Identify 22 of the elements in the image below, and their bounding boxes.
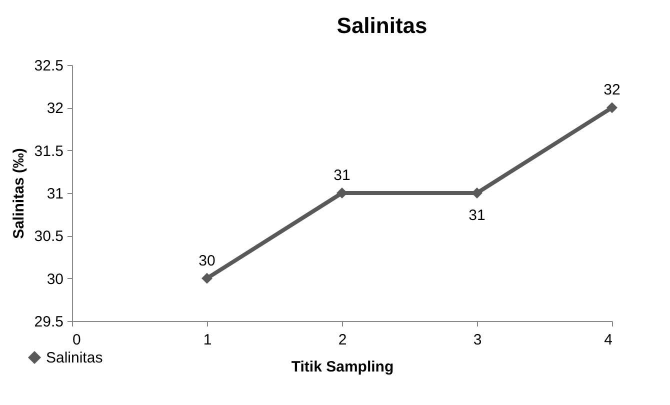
legend-label: Salinitas bbox=[46, 350, 103, 366]
x-axis-title: Titik Sampling bbox=[291, 358, 394, 376]
x-tick-label: 4 bbox=[604, 332, 612, 348]
y-axis-title: Salinitas (‰) bbox=[10, 148, 28, 239]
point bbox=[202, 272, 212, 284]
point bbox=[606, 102, 618, 114]
x-tick-label: 2 bbox=[338, 332, 347, 348]
y-tick-label: 30.5 bbox=[34, 228, 64, 246]
y-tick-label: 30 bbox=[46, 270, 64, 288]
data-label: 30 bbox=[198, 252, 216, 270]
y-tick-label: 32 bbox=[46, 100, 64, 118]
y-tick-label: 29.5 bbox=[34, 314, 64, 330]
y-tick-label: 31 bbox=[46, 186, 64, 202]
data-label: 32 bbox=[604, 82, 620, 99]
x-tick-label: 0 bbox=[72, 332, 81, 348]
y-tick-label: 31.5 bbox=[34, 142, 64, 160]
data-label: 31 bbox=[468, 207, 486, 224]
data-label: 31 bbox=[334, 167, 350, 184]
chart-title: Salinitas bbox=[336, 13, 428, 38]
x-tick-label: 1 bbox=[203, 332, 212, 348]
x-tick-label: 3 bbox=[473, 332, 482, 348]
y-tick-label: 32.5 bbox=[34, 58, 64, 74]
